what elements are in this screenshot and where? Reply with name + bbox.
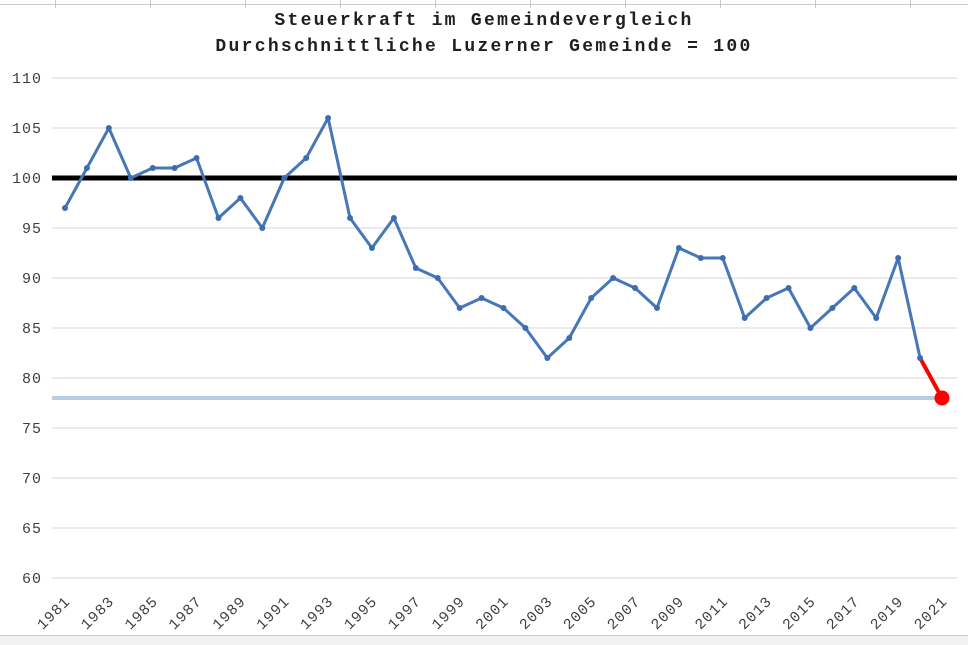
series-line[interactable]: [63, 116, 922, 360]
x-axis-tick-label: 1985: [122, 594, 162, 634]
data-point-marker[interactable]: [237, 195, 244, 201]
data-point-marker[interactable]: [719, 255, 726, 261]
spreadsheet-column-tick: [150, 0, 151, 8]
spreadsheet-gridline: [0, 4, 968, 5]
data-point-marker[interactable]: [675, 245, 682, 251]
y-axis-tick-label: 80: [22, 371, 42, 388]
spreadsheet-column-tick: [625, 0, 626, 8]
highlight-segment[interactable]: [918, 356, 944, 400]
data-point-marker[interactable]: [697, 255, 704, 261]
x-axis-tick-label: 2017: [824, 594, 864, 634]
spreadsheet-column-tick: [340, 0, 341, 8]
x-axis-tick-label: 1993: [297, 594, 337, 634]
data-point-marker[interactable]: [193, 155, 200, 161]
y-axis-tick-label: 105: [12, 121, 42, 138]
x-axis-tick-label: 2007: [604, 594, 644, 634]
spreadsheet-column-tick: [530, 0, 531, 8]
data-point-marker[interactable]: [544, 355, 551, 361]
y-axis-tick-label: 65: [22, 521, 42, 538]
x-axis-tick-label: 1991: [253, 594, 293, 634]
x-axis-tick-label: 1983: [78, 594, 118, 634]
data-point-marker[interactable]: [566, 335, 573, 341]
data-point-marker[interactable]: [763, 295, 770, 301]
y-axis-tick-label: 85: [22, 321, 42, 338]
data-point-marker[interactable]: [500, 305, 507, 311]
x-axis-tick-label: 2005: [560, 594, 600, 634]
x-axis-tick-label: 2009: [648, 594, 688, 634]
data-point-marker[interactable]: [895, 255, 902, 261]
x-axis-tick-label: 1989: [210, 594, 250, 634]
data-point-marker[interactable]: [851, 285, 858, 291]
data-point-marker[interactable]: [281, 175, 288, 181]
x-axis-tick-label: 1995: [341, 594, 381, 634]
spreadsheet-column-tick: [910, 0, 911, 8]
data-point-marker[interactable]: [478, 295, 485, 301]
x-axis-tick-label: 1987: [166, 594, 206, 634]
spreadsheet-bottom-edge: [0, 635, 968, 645]
x-axis-tick-label: 1981: [34, 594, 74, 634]
data-point-marker[interactable]: [434, 275, 441, 281]
data-point-marker[interactable]: [390, 215, 397, 221]
data-point-marker[interactable]: [829, 305, 836, 311]
chart-title-line2: Durchschnittliche Luzerner Gemeinde = 10…: [215, 37, 753, 57]
data-point-marker[interactable]: [588, 295, 595, 301]
data-point-marker[interactable]: [83, 165, 90, 171]
data-point-marker[interactable]: [62, 205, 68, 211]
data-point-marker[interactable]: [105, 125, 112, 131]
data-point-marker[interactable]: [259, 225, 266, 231]
x-axis-tick-label: 1997: [385, 594, 425, 634]
spreadsheet-column-tick: [815, 0, 816, 8]
x-axis-tick-label: 2011: [692, 594, 732, 634]
data-point-marker[interactable]: [632, 285, 639, 291]
x-axis-tick-label: 2003: [517, 594, 557, 634]
data-point-marker[interactable]: [303, 155, 310, 161]
x-axis-tick-label: 2013: [736, 594, 776, 634]
data-point-marker[interactable]: [456, 305, 463, 311]
y-axis-tick-label: 95: [22, 221, 42, 238]
spreadsheet-column-tick: [245, 0, 246, 8]
chart-title-line1: Steuerkraft im Gemeindevergleich: [274, 11, 694, 31]
spreadsheet-column-tick: [55, 0, 56, 8]
y-axis-tick-label: 60: [22, 571, 42, 588]
x-axis-tick-label: 2015: [780, 594, 820, 634]
x-axis-tick-label: 2019: [867, 594, 907, 634]
data-point-marker[interactable]: [215, 215, 222, 221]
x-axis-tick-label: 2001: [473, 594, 513, 634]
data-point-marker[interactable]: [785, 285, 792, 291]
x-axis-tick-label: 2021: [911, 594, 951, 634]
y-axis-tick-label: 110: [12, 71, 42, 88]
spreadsheet-column-tick: [435, 0, 436, 8]
data-point-marker[interactable]: [917, 355, 924, 361]
data-point-marker[interactable]: [412, 265, 419, 271]
y-axis-tick-label: 75: [22, 421, 42, 438]
spreadsheet-column-tick: [720, 0, 721, 8]
data-point-marker[interactable]: [347, 215, 354, 221]
data-point-marker[interactable]: [807, 325, 814, 331]
data-point-marker[interactable]: [741, 315, 748, 321]
data-point-marker[interactable]: [127, 175, 134, 181]
spreadsheet-top-edge: [0, 0, 968, 9]
y-axis-tick-label: 90: [22, 271, 42, 288]
data-point-marker[interactable]: [368, 245, 375, 251]
data-point-marker[interactable]: [522, 325, 529, 331]
data-point-marker[interactable]: [325, 115, 332, 121]
data-point-marker[interactable]: [610, 275, 617, 281]
data-point-marker[interactable]: [873, 315, 880, 321]
y-axis-tick-label: 70: [22, 471, 42, 488]
data-point-marker[interactable]: [171, 165, 178, 171]
x-axis-tick-label: 1999: [429, 594, 469, 634]
chart-title: Steuerkraft im Gemeindevergleich Durchsc…: [0, 8, 968, 60]
y-axis-tick-label: 100: [12, 171, 42, 188]
data-point-marker[interactable]: [149, 165, 156, 171]
data-point-marker[interactable]: [653, 305, 660, 311]
highlight-point[interactable]: [934, 390, 950, 406]
